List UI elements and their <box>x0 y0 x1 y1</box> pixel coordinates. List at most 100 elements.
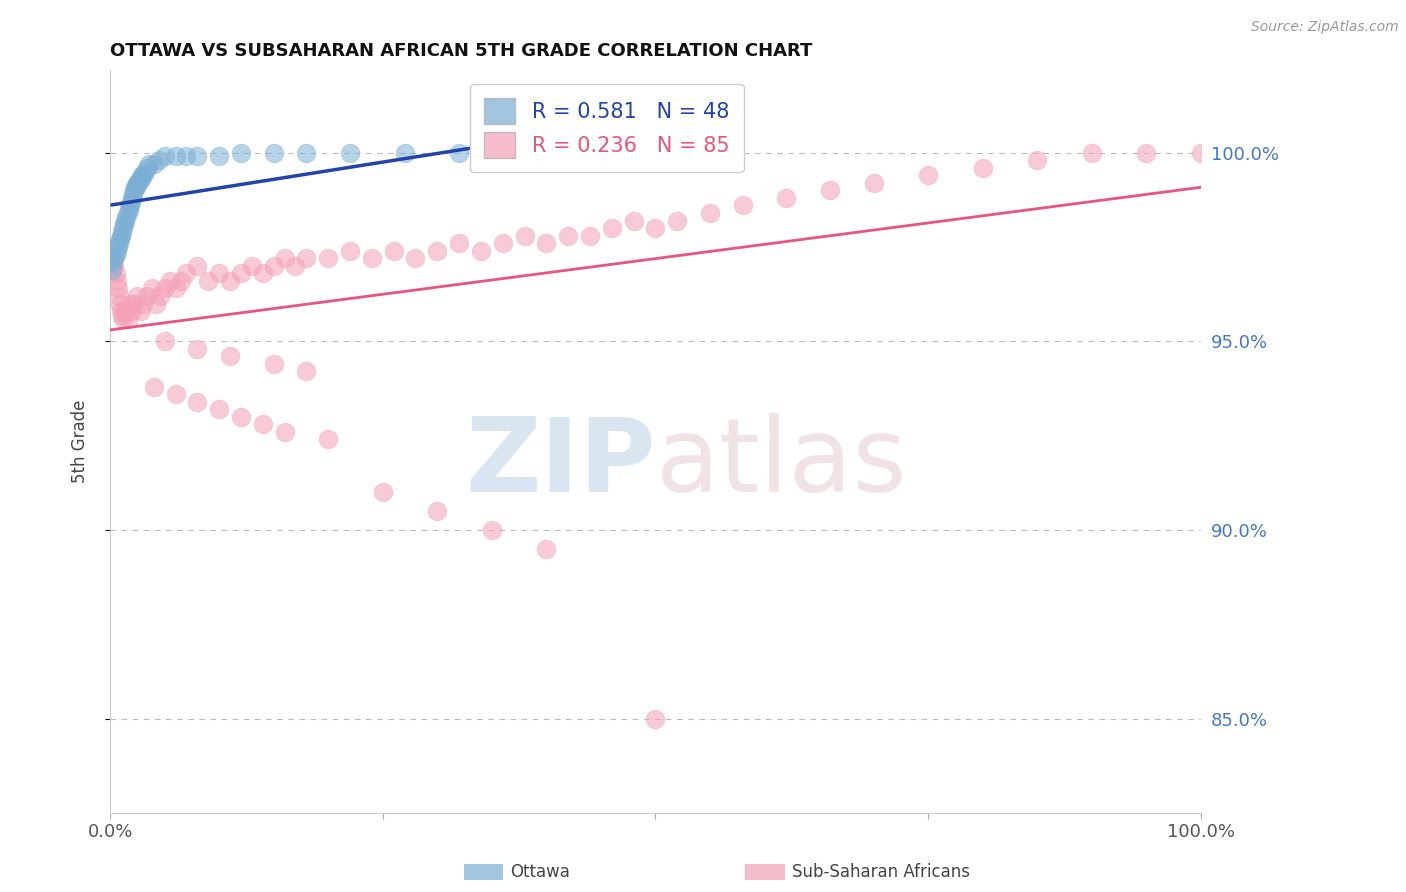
Point <box>252 266 274 280</box>
Point <box>295 364 318 378</box>
Point <box>176 149 198 163</box>
Point <box>153 281 176 295</box>
Point <box>339 145 361 160</box>
Point <box>165 387 187 401</box>
Point <box>107 289 129 303</box>
Point <box>118 198 141 212</box>
Point <box>104 247 127 261</box>
Point <box>122 296 145 310</box>
Point <box>112 311 135 326</box>
Point <box>107 236 129 251</box>
Point <box>176 266 198 280</box>
Point <box>134 164 156 178</box>
Point <box>589 145 612 160</box>
Point <box>229 266 252 280</box>
Point <box>108 232 131 246</box>
Point <box>972 161 994 175</box>
Point <box>110 228 132 243</box>
Point <box>186 259 208 273</box>
Point <box>775 191 797 205</box>
Point <box>731 198 754 212</box>
Point <box>623 213 645 227</box>
Point <box>382 244 405 258</box>
Point <box>481 523 503 537</box>
Point <box>132 296 155 310</box>
Point <box>263 357 285 371</box>
Point <box>112 221 135 235</box>
Point <box>1189 145 1212 160</box>
Legend: R = 0.581   N = 48, R = 0.236   N = 85: R = 0.581 N = 48, R = 0.236 N = 85 <box>470 84 744 172</box>
Point <box>129 304 152 318</box>
Text: Source: ZipAtlas.com: Source: ZipAtlas.com <box>1251 20 1399 34</box>
Point <box>115 210 138 224</box>
Point <box>127 176 149 190</box>
Point <box>644 712 666 726</box>
Point <box>120 194 142 209</box>
Point <box>579 228 602 243</box>
Point <box>148 153 170 168</box>
Point <box>107 240 129 254</box>
Point <box>149 289 172 303</box>
Point <box>600 221 623 235</box>
Point <box>117 202 139 217</box>
Point <box>536 541 558 556</box>
Text: atlas: atlas <box>655 413 907 514</box>
Point <box>818 183 841 197</box>
Point <box>449 236 471 251</box>
Point <box>121 191 143 205</box>
Point <box>219 350 242 364</box>
Point <box>145 296 167 310</box>
Point <box>159 274 181 288</box>
Text: ZIP: ZIP <box>465 413 655 514</box>
Point <box>470 244 492 258</box>
Point <box>114 213 136 227</box>
Point <box>699 206 721 220</box>
Point <box>862 176 884 190</box>
Point <box>103 252 125 266</box>
Point <box>666 213 689 227</box>
Point <box>122 183 145 197</box>
Point <box>165 149 187 163</box>
Point <box>153 149 176 163</box>
Point <box>240 259 263 273</box>
Point <box>124 179 146 194</box>
Point <box>252 417 274 432</box>
Point <box>132 169 155 183</box>
Point <box>339 244 361 258</box>
Point <box>263 259 285 273</box>
Point <box>1026 153 1049 168</box>
Point <box>1135 145 1157 160</box>
Point <box>118 296 141 310</box>
Point <box>426 244 449 258</box>
Point <box>186 394 208 409</box>
Point <box>449 145 471 160</box>
Point <box>129 172 152 186</box>
Point <box>117 311 139 326</box>
Point <box>295 252 318 266</box>
Point <box>103 252 125 266</box>
Point <box>536 236 558 251</box>
Text: Sub-Saharan Africans: Sub-Saharan Africans <box>792 863 970 881</box>
Point <box>111 225 134 239</box>
Point <box>108 296 131 310</box>
Point <box>666 145 689 160</box>
Point <box>101 262 124 277</box>
Text: OTTAWA VS SUBSAHARAN AFRICAN 5TH GRADE CORRELATION CHART: OTTAWA VS SUBSAHARAN AFRICAN 5TH GRADE C… <box>110 42 813 60</box>
Point <box>197 274 219 288</box>
Point <box>117 206 139 220</box>
Point <box>229 409 252 424</box>
Point <box>295 145 318 160</box>
Point <box>170 274 193 288</box>
Point <box>105 274 128 288</box>
Point <box>229 145 252 160</box>
Point <box>141 281 163 295</box>
Point <box>127 289 149 303</box>
Point <box>263 145 285 160</box>
Point <box>110 304 132 318</box>
Point <box>128 172 150 186</box>
Point <box>136 289 159 303</box>
Point <box>125 179 148 194</box>
Point <box>138 157 160 171</box>
Point <box>103 255 125 269</box>
Point <box>513 145 536 160</box>
